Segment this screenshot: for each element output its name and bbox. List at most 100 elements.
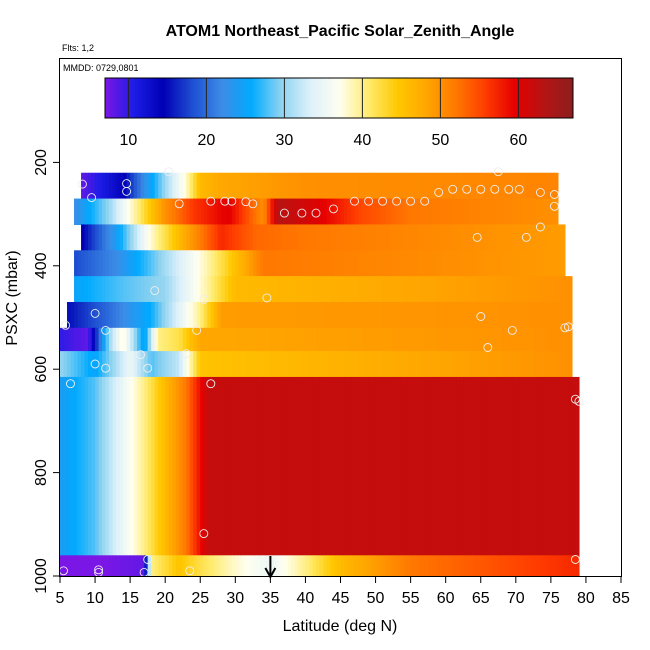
heatmap-cell — [543, 555, 548, 577]
observation-point — [90, 308, 100, 318]
heatmap-cell — [186, 327, 191, 352]
colorbar-swatch — [467, 78, 470, 118]
colorbar-swatch — [221, 78, 224, 118]
heatmap-cell — [561, 301, 566, 329]
heatmap-cell — [536, 276, 541, 303]
heatmap-cell — [477, 224, 482, 251]
heatmap-cell — [154, 198, 159, 226]
heatmap-cell — [235, 555, 240, 577]
heatmap-cell — [568, 376, 573, 556]
heatmap-cell — [393, 351, 398, 378]
colorbar-swatch — [547, 78, 550, 118]
heatmap-cell — [435, 327, 440, 352]
heatmap-cell — [529, 376, 534, 556]
heatmap-cell — [515, 555, 520, 577]
heatmap-cell — [400, 250, 405, 277]
heatmap-cell — [365, 172, 370, 200]
colorbar-swatch — [409, 78, 412, 118]
heatmap-cell — [221, 376, 226, 556]
heatmap-cell — [186, 250, 191, 277]
heatmap-cell — [547, 555, 552, 577]
heatmap-cell — [158, 276, 163, 303]
heatmap-cell — [361, 301, 366, 329]
heatmap-cell — [84, 351, 89, 378]
heatmap-cell — [147, 198, 152, 226]
colorbar-swatch — [379, 78, 382, 118]
heatmap-cell — [102, 376, 107, 556]
heatmap-cell — [270, 172, 275, 200]
heatmap-cell — [126, 276, 131, 303]
heatmap-cell — [526, 224, 531, 251]
heatmap-cell — [252, 224, 257, 251]
heatmap-cell — [456, 301, 461, 329]
heatmap-cell — [74, 301, 79, 329]
heatmap-cell — [326, 327, 331, 352]
heatmap-cell — [168, 555, 173, 577]
heatmap-cell — [494, 276, 499, 303]
heatmap-cell — [491, 276, 496, 303]
observation-point — [563, 322, 573, 332]
heatmap-cell — [259, 327, 264, 352]
heatmap-cell — [515, 198, 520, 226]
colorbar-swatch — [329, 78, 332, 118]
heatmap-cell — [442, 555, 447, 577]
heatmap-cell — [308, 555, 314, 577]
heatmap-cell — [186, 224, 191, 251]
heatmap-cell — [410, 276, 415, 303]
heatmap-cell — [263, 276, 268, 303]
heatmap-cell — [217, 224, 222, 251]
heatmap-cell — [259, 224, 264, 251]
heatmap-cell — [487, 327, 492, 352]
heatmap-cell — [431, 301, 436, 329]
heatmap-cell — [196, 276, 201, 303]
heatmap-cell — [193, 224, 198, 251]
heatmap-cell — [67, 555, 72, 577]
heatmap-cell — [389, 224, 394, 251]
heatmap-cell — [287, 224, 293, 251]
heatmap-cell — [158, 555, 163, 577]
heatmap-cell — [109, 351, 114, 378]
heatmap-cell — [484, 172, 489, 200]
heatmap-cell — [259, 250, 264, 277]
heatmap-cell — [252, 301, 257, 329]
heatmap-cell — [459, 224, 464, 251]
heatmap-cell — [144, 555, 149, 577]
heatmap-cell — [543, 376, 548, 556]
heatmap-cell — [505, 276, 510, 303]
heatmap-cell — [140, 250, 145, 277]
heatmap-cell — [67, 376, 72, 556]
heatmap-cell — [235, 224, 240, 251]
heatmap-cell — [354, 555, 359, 577]
heatmap-cell — [256, 376, 261, 556]
heatmap-cell — [445, 327, 450, 352]
heatmap-cell — [102, 301, 107, 329]
heatmap-cell — [494, 224, 499, 251]
heatmap-cell — [540, 224, 545, 251]
heatmap-cell — [245, 276, 250, 303]
colorbar-swatch — [147, 78, 150, 118]
heatmap-cell — [498, 351, 503, 378]
heatmap-cell — [175, 376, 180, 556]
heatmap-cell — [473, 555, 478, 577]
heatmap-cell — [207, 376, 212, 556]
heatmap-cell — [137, 327, 142, 352]
colorbar-swatch — [293, 78, 296, 118]
heatmap-cell — [361, 555, 366, 577]
heatmap-cell — [137, 376, 142, 556]
colorbar-swatch — [397, 78, 400, 118]
heatmap-cell — [105, 198, 110, 226]
heatmap-cell — [305, 224, 310, 251]
heatmap-cell — [417, 276, 422, 303]
heatmap-cell — [273, 351, 278, 378]
heatmap-cell — [417, 327, 422, 352]
colorbar: 10 20 30 40 50 60 — [104, 77, 574, 149]
heatmap-cell — [116, 555, 121, 577]
heatmap-cell — [77, 351, 82, 378]
heatmap-cell — [368, 351, 373, 378]
heatmap-cell — [344, 198, 349, 226]
heatmap-cell — [470, 301, 475, 329]
heatmap-cell — [126, 172, 131, 200]
heatmap-cell — [256, 351, 261, 378]
heatmap-cell — [70, 301, 75, 329]
colorbar-swatch — [509, 78, 512, 118]
